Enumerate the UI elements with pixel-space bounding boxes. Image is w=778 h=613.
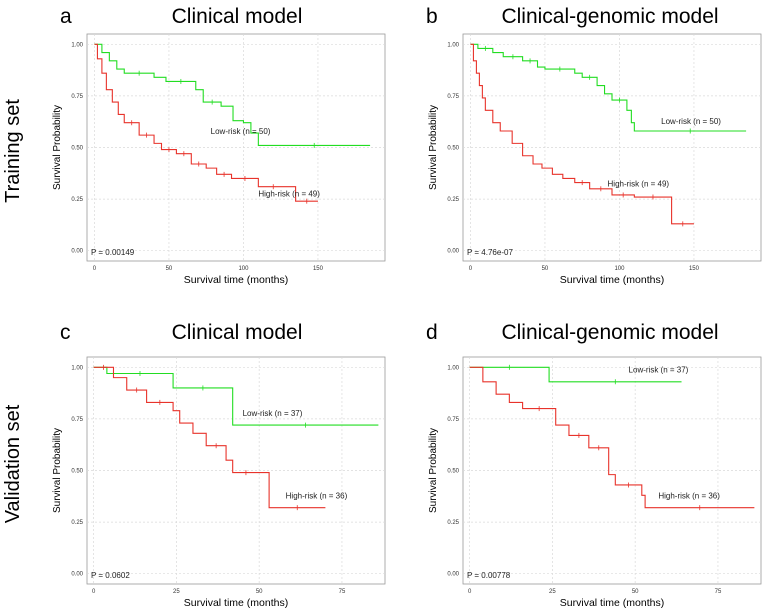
panel-letter: a [60,5,72,28]
x-tick-label: 100 [238,266,249,272]
x-tick-label: 0 [93,266,97,272]
p-value: P = 0.00778 [467,571,511,580]
panel-b: b Clinical-genomic model 0.00 0.25 0.50 0.75 1… [426,5,762,286]
x-tick-label: 75 [715,589,722,595]
x-tick-label: 0 [468,589,472,595]
x-tick-label: 50 [256,589,263,595]
y-tick-label: 0.75 [71,417,83,423]
panel-a: a Clinical model 0.00 0.25 0.50 0.75 1.00 0 50 10… [52,5,386,286]
y-tick-label: 0.75 [447,417,459,423]
series-label-low-risk: Low-risk (n = 37) [629,365,689,374]
km-curve-high-risk [470,43,694,225]
x-axis-label: Survival time (months) [560,274,664,286]
km-curve-low-risk [94,43,371,146]
y-tick-label: 1.00 [71,365,83,371]
x-tick-label: 25 [173,589,180,595]
x-tick-label: 150 [313,266,324,272]
panel-d: d Clinical-genomic model 0.00 0.25 0.50 0.75 1… [426,321,762,609]
x-tick-label: 50 [542,266,549,272]
x-tick-label: 25 [549,589,556,595]
y-axis-label: Survival Probability [52,105,63,190]
panel-c: c Clinical model 0.00 0.25 0.50 0.75 1.00 0 25 50… [52,321,386,609]
km-curve-high-risk [469,366,755,509]
p-value: P = 4.76e-07 [467,248,513,257]
panel-letter: b [426,5,438,28]
panel-title: Clinical-genomic model [501,321,718,344]
x-tick-label: 50 [632,589,639,595]
series-label-low-risk: Low-risk (n = 50) [211,127,271,136]
y-tick-label: 0.00 [447,249,459,255]
p-value: P = 0.0602 [91,571,130,580]
x-tick-label: 100 [614,266,625,272]
y-tick-label: 0.25 [71,520,83,526]
y-tick-label: 0.50 [71,469,83,475]
y-tick-label: 0.25 [71,197,83,203]
y-tick-label: 1.00 [447,42,459,48]
p-value: P = 0.00149 [91,248,135,257]
y-axis-label: Survival Probability [52,428,63,513]
y-tick-label: 0.75 [447,94,459,100]
km-curve-low-risk [470,43,747,132]
y-tick-label: 0.75 [71,94,83,100]
series-label-high-risk: High-risk (n = 36) [658,491,720,500]
y-tick-label: 0.50 [447,146,459,152]
y-tick-label: 0.25 [447,197,459,203]
x-tick-label: 0 [92,589,96,595]
panel-letter: d [426,321,438,344]
km-curve-high-risk [94,43,318,202]
panel-title: Clinical model [172,5,303,28]
y-axis-label: Survival Probability [428,428,439,513]
x-axis-label: Survival time (months) [560,597,664,609]
y-tick-label: 0.00 [447,572,459,578]
panel-title: Clinical-genomic model [501,5,718,28]
km-curve-low-risk [93,366,379,426]
series-label-low-risk: Low-risk (n = 37) [243,409,303,418]
x-axis-label: Survival time (months) [184,597,288,609]
x-tick-label: 150 [689,266,700,272]
km-curve-high-risk [93,366,326,509]
y-tick-label: 0.50 [71,146,83,152]
y-tick-label: 0.00 [71,572,83,578]
x-tick-label: 0 [469,266,473,272]
row-label-training: Training set [2,99,24,203]
y-tick-label: 0.50 [447,469,459,475]
panel-title: Clinical model [172,321,303,344]
y-axis-label: Survival Probability [428,105,439,190]
x-axis-label: Survival time (months) [184,274,288,286]
y-tick-label: 0.00 [71,249,83,255]
series-label-high-risk: High-risk (n = 49) [258,190,320,199]
series-label-high-risk: High-risk (n = 36) [286,491,348,500]
x-tick-label: 75 [339,589,346,595]
series-label-high-risk: High-risk (n = 49) [608,180,670,189]
row-label-validation: Validation set [2,404,24,523]
y-tick-label: 1.00 [447,365,459,371]
panel-letter: c [60,321,71,344]
y-tick-label: 1.00 [71,42,83,48]
x-tick-label: 50 [166,266,173,272]
series-label-low-risk: Low-risk (n = 50) [661,117,721,126]
y-tick-label: 0.25 [447,520,459,526]
